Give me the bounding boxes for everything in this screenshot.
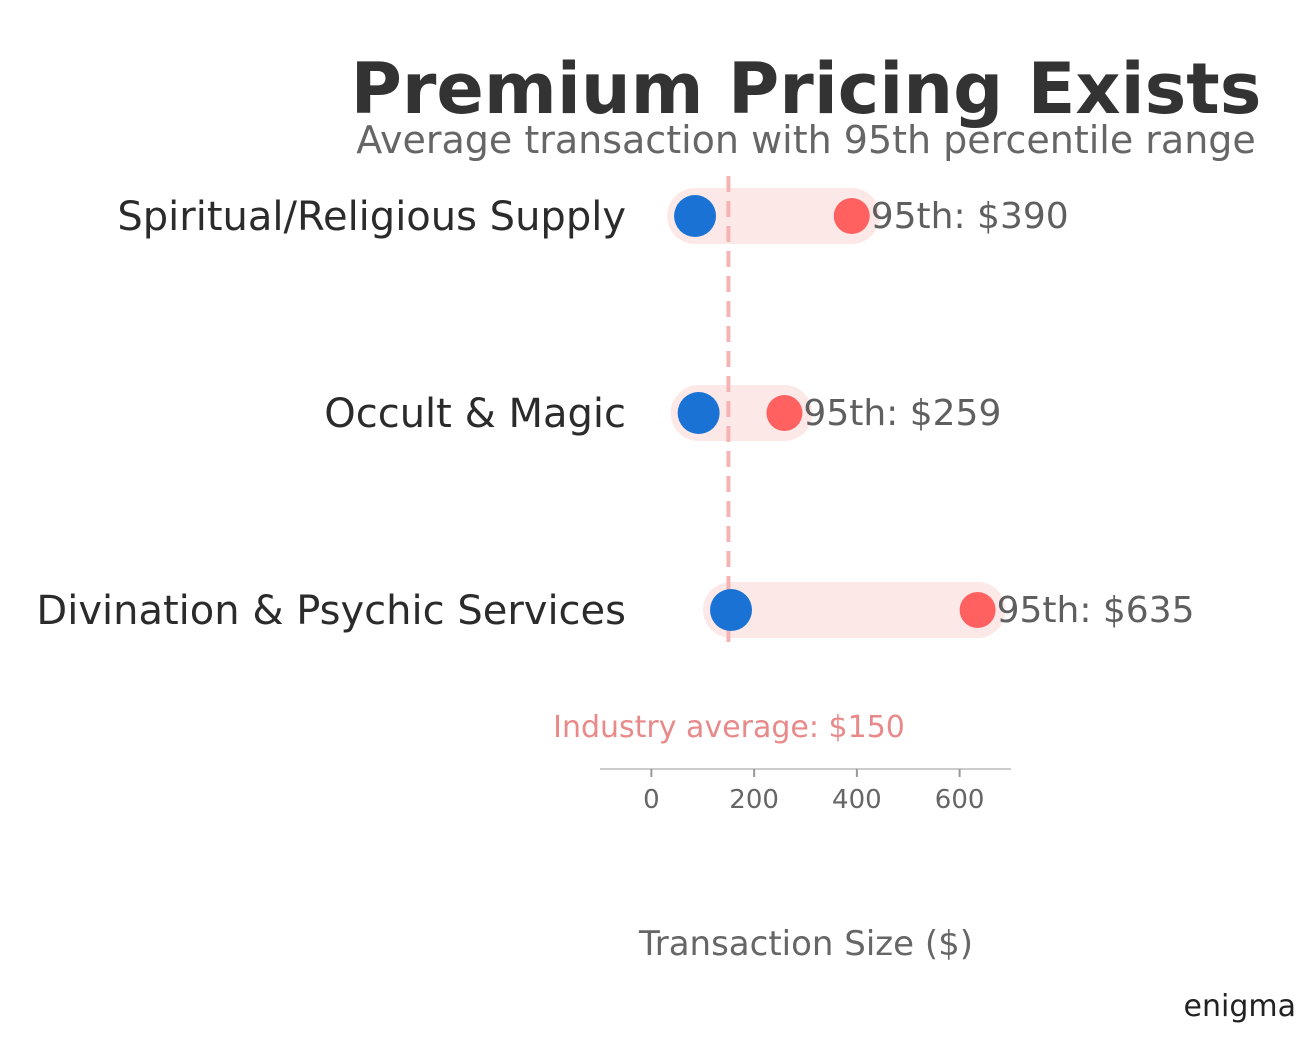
x-tick-label: 400 [832,785,882,815]
category-label: Spiritual/Religious Supply [117,194,626,240]
p95-label: 95th: $635 [997,590,1195,631]
x-tick-label: 0 [643,785,660,815]
x-axis-ticks: 0 200 400 600 [643,769,984,815]
data-marks [674,195,996,631]
x-tick-label: 600 [935,785,985,815]
average-point [677,392,720,434]
category-label: Divination & Psychic Services [36,588,626,634]
p95-label: 95th: $390 [871,196,1069,237]
chart-subtitle: Average transaction with 95th percentile… [356,118,1256,162]
brand-logo: enigma [1184,989,1296,1024]
category-label: Occult & Magic [324,391,626,437]
p95-point [766,395,803,431]
p95-point [959,592,996,628]
x-axis-label: Transaction Size ($) [638,924,973,964]
p95-label: 95th: $259 [803,393,1001,434]
category-labels: Spiritual/Religious Supply Occult & Magic… [36,194,626,634]
average-point [710,589,753,631]
p95-point [833,198,870,234]
x-tick-label: 200 [729,785,779,815]
chart-title: Premium Pricing Exists [351,48,1262,130]
average-point [674,195,717,237]
industry-average-label: Industry average: $150 [553,710,905,745]
point-labels: 95th: $390 95th: $259 95th: $635 [803,196,1194,631]
